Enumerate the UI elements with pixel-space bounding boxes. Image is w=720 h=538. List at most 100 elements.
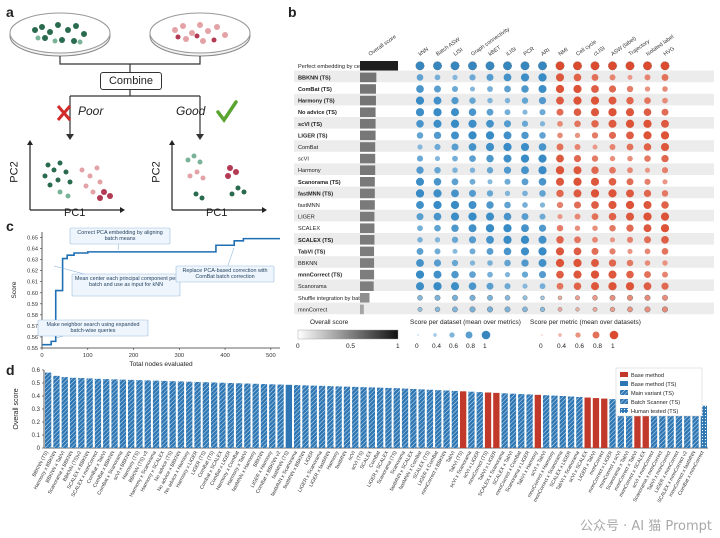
legend-metric-dot — [592, 331, 600, 339]
score-dot — [502, 61, 512, 71]
score-dot — [626, 143, 634, 151]
d-bar — [476, 392, 483, 448]
score-dot — [521, 224, 529, 233]
score-dot — [451, 85, 459, 93]
score-dot — [608, 108, 617, 117]
score-dot — [661, 154, 669, 163]
score-dot — [433, 270, 442, 279]
score-dot — [504, 85, 511, 93]
score-dot — [538, 96, 547, 105]
legend-dataset-dot — [417, 334, 419, 336]
d-bar — [127, 379, 135, 448]
score-dot — [556, 225, 564, 232]
score-dot — [609, 248, 616, 255]
d-bar — [269, 384, 276, 448]
col-header-0: Overall score — [368, 34, 398, 58]
score-dot — [660, 212, 670, 221]
overall-bar — [360, 269, 375, 280]
score-dot — [469, 97, 476, 104]
score-dot — [468, 201, 477, 209]
score-dot — [662, 294, 668, 301]
score-dot — [521, 85, 529, 93]
overall-bar — [360, 293, 370, 303]
method-label: fastMNN — [298, 203, 320, 209]
c-xtick-label: 400 — [220, 353, 230, 359]
score-dot — [451, 270, 459, 279]
d-ytick-label: 0.4 — [32, 394, 41, 400]
d-ytick-label: 0.1 — [32, 433, 41, 439]
score-dot — [451, 143, 459, 151]
score-dot — [643, 119, 652, 128]
score-dot — [608, 131, 617, 139]
d-bar — [592, 398, 600, 448]
score-dot — [415, 189, 425, 198]
score-dot — [468, 236, 477, 244]
score-dot — [504, 259, 511, 267]
score-dot — [416, 166, 424, 174]
d-category-label: TabVI — [445, 450, 456, 464]
d-bar — [385, 387, 392, 448]
score-dot — [469, 260, 476, 266]
score-dot — [434, 224, 441, 232]
score-dot — [486, 73, 494, 81]
score-dot — [626, 85, 634, 93]
c-xtick-label: 0 — [40, 353, 43, 359]
score-dot — [538, 271, 547, 279]
score-dot — [592, 295, 598, 301]
score-dot — [417, 237, 423, 243]
score-dot — [468, 143, 477, 151]
row-stripe — [294, 93, 714, 106]
pc2-label-left: PC2 — [8, 161, 21, 183]
overall-bar — [360, 142, 376, 152]
score-dot — [415, 61, 425, 71]
d-bar — [559, 396, 566, 448]
cross-icon — [56, 105, 72, 121]
method-label: BBKNN (TS) — [298, 75, 331, 81]
overall-bar — [360, 107, 376, 117]
score-dot — [555, 84, 565, 94]
d-bar — [94, 378, 102, 448]
score-dot — [643, 143, 652, 151]
score-dot — [434, 248, 441, 255]
d-bar — [302, 385, 309, 448]
score-dot — [469, 167, 476, 173]
score-dot — [486, 306, 494, 313]
c-ytick-label: 0.64 — [27, 247, 38, 253]
d-bar — [310, 385, 317, 448]
score-dot — [469, 248, 476, 255]
score-dot — [592, 225, 598, 231]
method-label: ComBat (TS) — [298, 87, 332, 93]
score-dot — [433, 189, 442, 198]
score-dot — [503, 224, 512, 233]
score-dot — [608, 96, 617, 105]
score-dot — [451, 189, 459, 198]
d-bar — [625, 400, 633, 448]
score-dot — [661, 73, 669, 81]
score-dot — [643, 189, 652, 198]
score-dot — [644, 86, 651, 92]
score-dot — [590, 189, 600, 198]
score-dot — [643, 282, 652, 291]
c-ylabel: Score — [11, 281, 18, 298]
good-label: Good — [176, 104, 206, 118]
d-legend-swatch — [620, 372, 628, 377]
d-bar — [202, 382, 210, 448]
d-bar — [260, 384, 268, 448]
score-dot — [661, 190, 669, 197]
c-ytick-label: 0.63 — [27, 258, 38, 264]
d-bar — [584, 397, 591, 448]
score-dot — [590, 108, 600, 117]
c-annotation-box — [71, 273, 181, 297]
score-dot — [433, 108, 442, 117]
score-dot — [539, 213, 546, 220]
score-dot — [485, 212, 495, 221]
row-stripe — [294, 302, 714, 315]
c-xlabel: Total nodes evaluated — [129, 361, 193, 368]
score-dot — [540, 295, 545, 300]
pc2-label-right: PC2 — [150, 161, 163, 183]
score-dot — [486, 190, 494, 197]
d-bar — [567, 396, 575, 448]
d-bar — [327, 386, 334, 448]
score-dot — [486, 108, 494, 116]
score-dot — [644, 236, 651, 244]
